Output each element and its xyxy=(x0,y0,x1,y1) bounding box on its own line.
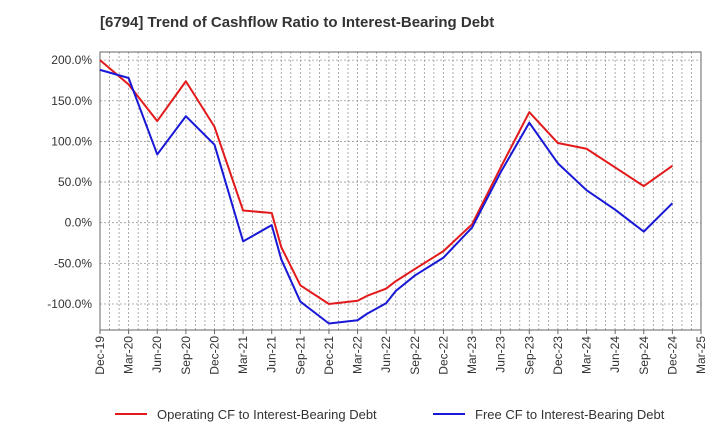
x-tick-label: Dec-19 xyxy=(93,336,107,375)
legend-label-2: Free CF to Interest-Bearing Debt xyxy=(475,407,665,422)
y-tick-label: 0.0% xyxy=(65,216,93,230)
axis-layer: 200.0% 150.0% 100.0% 50.0% 0.0% -50.0% -100.0%… xyxy=(47,51,708,375)
series-line-1 xyxy=(99,59,673,305)
y-tick-label: 50.0% xyxy=(58,175,92,189)
x-tick-label: Dec-21 xyxy=(322,336,336,375)
x-tick-label: Sep-22 xyxy=(408,336,422,375)
x-tick-label: Jun-22 xyxy=(379,336,393,373)
y-tick-label: -50.0% xyxy=(54,256,92,270)
legend-label-1: Operating CF to Interest-Bearing Debt xyxy=(157,407,377,422)
x-tick-label: Sep-20 xyxy=(179,336,193,375)
x-tick-label: Dec-23 xyxy=(551,336,565,375)
grid-layer xyxy=(99,52,702,330)
legend-layer: Operating CF to Interest-Bearing Debt Fre… xyxy=(115,407,665,422)
x-tick-label: Sep-21 xyxy=(293,336,307,375)
x-tick-label: Sep-24 xyxy=(637,336,651,375)
series-layer xyxy=(99,59,674,325)
x-tick-label: Dec-20 xyxy=(207,336,221,375)
x-tick-label: Mar-21 xyxy=(236,336,250,374)
x-tick-label: Jun-20 xyxy=(150,336,164,373)
y-tick-label: -100.0% xyxy=(47,297,92,311)
series-line-2 xyxy=(99,68,674,325)
x-tick-label: Mar-23 xyxy=(465,336,479,374)
y-tick-label: 200.0% xyxy=(51,53,92,67)
x-tick-label: Mar-24 xyxy=(580,336,594,374)
y-tick-label: 150.0% xyxy=(51,94,92,108)
x-tick-label: Mar-20 xyxy=(122,336,136,374)
y-tick-label: 100.0% xyxy=(51,134,92,148)
x-tick-label: Mar-25 xyxy=(694,336,708,374)
x-tick-label: Dec-22 xyxy=(436,336,450,375)
plot-frame xyxy=(99,51,702,331)
x-tick-label: Dec-24 xyxy=(665,336,679,375)
chart-title: [6794] Trend of Cashflow Ratio to Intere… xyxy=(100,14,495,31)
x-tick-label: Jun-21 xyxy=(265,336,279,373)
x-tick-label: Mar-22 xyxy=(351,336,365,374)
x-tick-label: Sep-23 xyxy=(522,336,536,375)
x-tick-label: Jun-24 xyxy=(608,336,622,373)
x-tick-label: Jun-23 xyxy=(494,336,508,373)
